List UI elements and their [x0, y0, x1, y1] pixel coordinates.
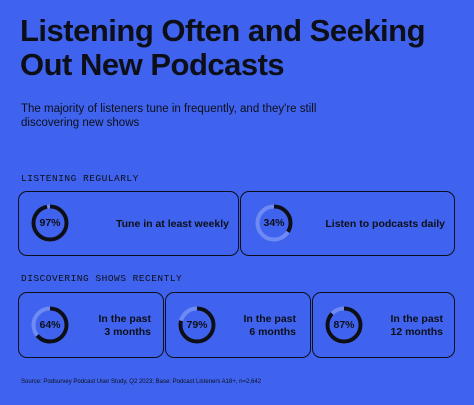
progress-ring — [31, 306, 69, 344]
stat-card-weekly: 97% Tune in at least weekly — [18, 191, 239, 256]
section-label-discovering: DISCOVERING SHOWS RECENTLY — [21, 273, 183, 284]
stat-percent: 97% — [39, 217, 61, 229]
ring-fill — [255, 204, 293, 242]
stat-card-daily: 34% Listen to podcasts daily — [240, 191, 455, 256]
stat-percent: 87% — [333, 319, 355, 331]
section-label-listening: LISTENING REGULARLY — [21, 173, 139, 184]
stat-label: In the past 6 months — [216, 313, 296, 338]
ring-fill — [31, 204, 69, 242]
progress-ring — [178, 306, 216, 344]
progress-ring — [325, 306, 363, 344]
stat-label-line1: In the past — [390, 313, 443, 325]
ring-fill — [31, 306, 69, 344]
progress-ring — [31, 204, 69, 242]
ring-fill — [178, 306, 216, 344]
stat-percent: 34% — [263, 217, 285, 229]
stat-card-12-months: 87% In the past 12 months — [312, 292, 455, 358]
stat-label: Tune in at least weekly — [115, 218, 229, 230]
ring-fill — [325, 306, 363, 344]
stat-label: In the past 12 months — [363, 313, 443, 338]
stat-percent: 64% — [39, 319, 61, 331]
stat-label-line2: 6 months — [249, 325, 296, 338]
stat-label-line2: 12 months — [390, 325, 443, 338]
source-note: Source: Podsurvey Podcast User Study, Q2… — [21, 379, 262, 385]
stat-card-6-months: 79% In the past 6 months — [165, 292, 311, 358]
page-subtitle: The majority of listeners tune in freque… — [21, 103, 317, 129]
stat-percent: 79% — [186, 319, 208, 331]
progress-ring — [255, 204, 293, 242]
stat-label: In the past 3 months — [71, 313, 151, 338]
stat-label-line1: In the past — [98, 313, 151, 325]
stat-label: Listen to podcasts daily — [325, 218, 445, 230]
stat-label-line1: In the past — [243, 313, 296, 325]
stat-card-3-months: 64% In the past 3 months — [18, 292, 164, 358]
page-title: Listening Often and Seeking Out New Podc… — [20, 13, 426, 82]
stat-label-line2: 3 months — [104, 325, 151, 338]
